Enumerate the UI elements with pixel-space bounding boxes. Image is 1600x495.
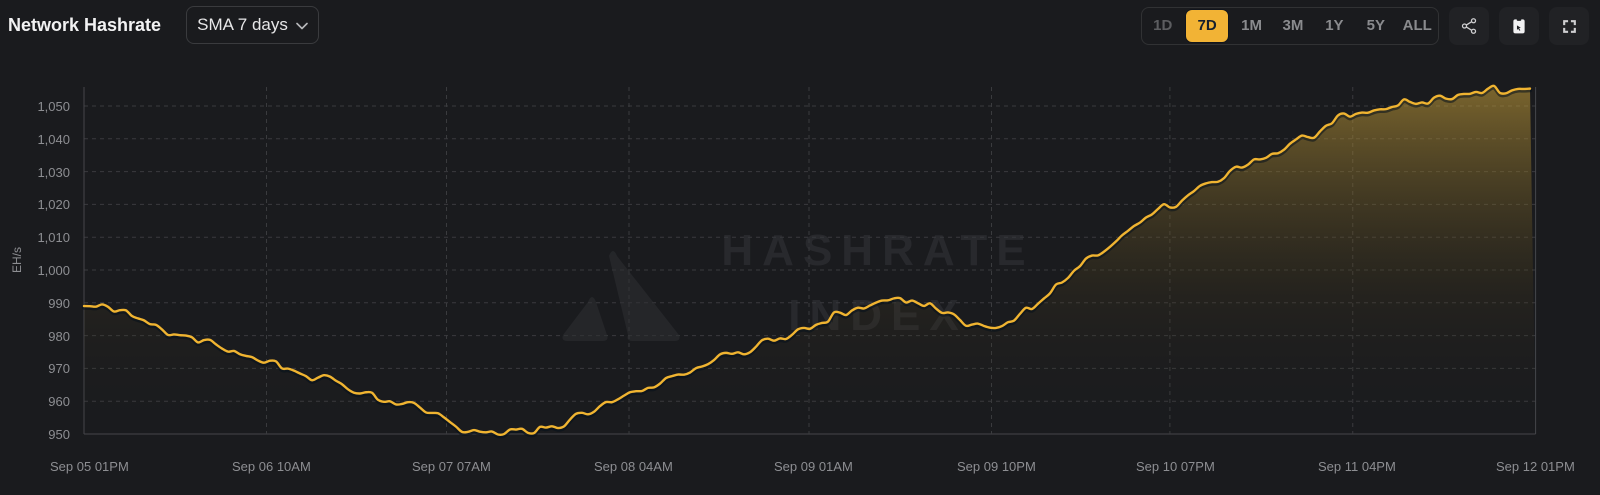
svg-text:HASHRATE: HASHRATE	[721, 226, 1034, 275]
